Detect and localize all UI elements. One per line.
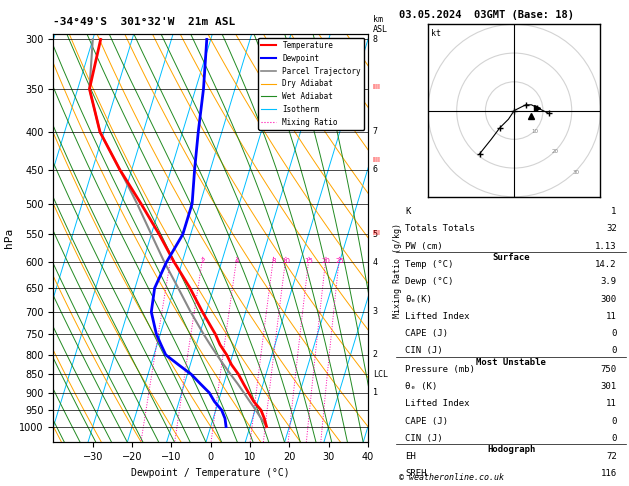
Text: LCL: LCL <box>372 370 387 379</box>
Text: 2: 2 <box>372 350 377 359</box>
Text: EH: EH <box>406 452 416 461</box>
Text: km
ASL: km ASL <box>372 15 387 34</box>
Text: CIN (J): CIN (J) <box>406 434 443 443</box>
Text: 3: 3 <box>372 307 377 316</box>
Text: 25: 25 <box>335 258 344 264</box>
Text: Mixing Ratio (g/kg): Mixing Ratio (g/kg) <box>393 223 402 318</box>
Text: 30: 30 <box>573 170 580 175</box>
Text: 5: 5 <box>372 230 377 239</box>
Text: 32: 32 <box>606 225 616 233</box>
Text: 1.13: 1.13 <box>595 242 616 251</box>
Text: 3.9: 3.9 <box>601 277 616 286</box>
Text: PW (cm): PW (cm) <box>406 242 443 251</box>
Text: 11: 11 <box>606 399 616 408</box>
Text: 2: 2 <box>201 258 205 264</box>
Text: Totals Totals: Totals Totals <box>406 225 476 233</box>
Text: 10: 10 <box>532 129 538 134</box>
Text: CAPE (J): CAPE (J) <box>406 417 448 426</box>
Text: © weatheronline.co.uk: © weatheronline.co.uk <box>399 473 504 482</box>
Text: Dewp (°C): Dewp (°C) <box>406 277 454 286</box>
Legend: Temperature, Dewpoint, Parcel Trajectory, Dry Adiabat, Wet Adiabat, Isotherm, Mi: Temperature, Dewpoint, Parcel Trajectory… <box>258 38 364 130</box>
Text: 4: 4 <box>372 258 377 267</box>
Text: kt: kt <box>431 30 442 38</box>
Text: 03.05.2024  03GMT (Base: 18): 03.05.2024 03GMT (Base: 18) <box>399 10 574 20</box>
Text: Lifted Index: Lifted Index <box>406 312 470 321</box>
Text: 1: 1 <box>169 258 173 264</box>
Text: IIII: IIII <box>372 85 381 90</box>
Text: θₑ (K): θₑ (K) <box>406 382 438 391</box>
Y-axis label: hPa: hPa <box>4 228 14 248</box>
Text: 300: 300 <box>601 295 616 304</box>
Text: CAPE (J): CAPE (J) <box>406 329 448 338</box>
Text: 20: 20 <box>552 150 559 155</box>
Text: K: K <box>406 207 411 216</box>
Text: 0: 0 <box>611 347 616 355</box>
Text: Surface: Surface <box>493 253 530 262</box>
X-axis label: Dewpoint / Temperature (°C): Dewpoint / Temperature (°C) <box>131 468 290 478</box>
Text: 8: 8 <box>372 35 377 44</box>
Text: 116: 116 <box>601 469 616 478</box>
Text: 1: 1 <box>372 388 377 397</box>
Text: Lifted Index: Lifted Index <box>406 399 470 408</box>
Text: 10: 10 <box>281 258 291 264</box>
Text: 15: 15 <box>304 258 313 264</box>
Text: IIII: IIII <box>372 230 381 236</box>
Text: CIN (J): CIN (J) <box>406 347 443 355</box>
Text: 1: 1 <box>611 207 616 216</box>
Text: SREH: SREH <box>406 469 427 478</box>
Text: 0: 0 <box>611 434 616 443</box>
Text: Most Unstable: Most Unstable <box>476 358 546 366</box>
Text: 20: 20 <box>321 258 330 264</box>
Text: IIII: IIII <box>372 157 381 163</box>
Text: 11: 11 <box>606 312 616 321</box>
Text: 8: 8 <box>271 258 276 264</box>
Text: 72: 72 <box>606 452 616 461</box>
Text: Hodograph: Hodograph <box>487 445 535 454</box>
Text: θₑ(K): θₑ(K) <box>406 295 432 304</box>
Text: 14.2: 14.2 <box>595 260 616 269</box>
Text: 301: 301 <box>601 382 616 391</box>
Text: -34°49'S  301°32'W  21m ASL: -34°49'S 301°32'W 21m ASL <box>53 17 236 27</box>
Text: Pressure (mb): Pressure (mb) <box>406 364 476 374</box>
Text: 0: 0 <box>611 417 616 426</box>
Text: 4: 4 <box>235 258 239 264</box>
Text: Temp (°C): Temp (°C) <box>406 260 454 269</box>
Text: 0: 0 <box>611 329 616 338</box>
Text: 7: 7 <box>372 127 377 137</box>
Text: 750: 750 <box>601 364 616 374</box>
Text: 6: 6 <box>372 165 377 174</box>
